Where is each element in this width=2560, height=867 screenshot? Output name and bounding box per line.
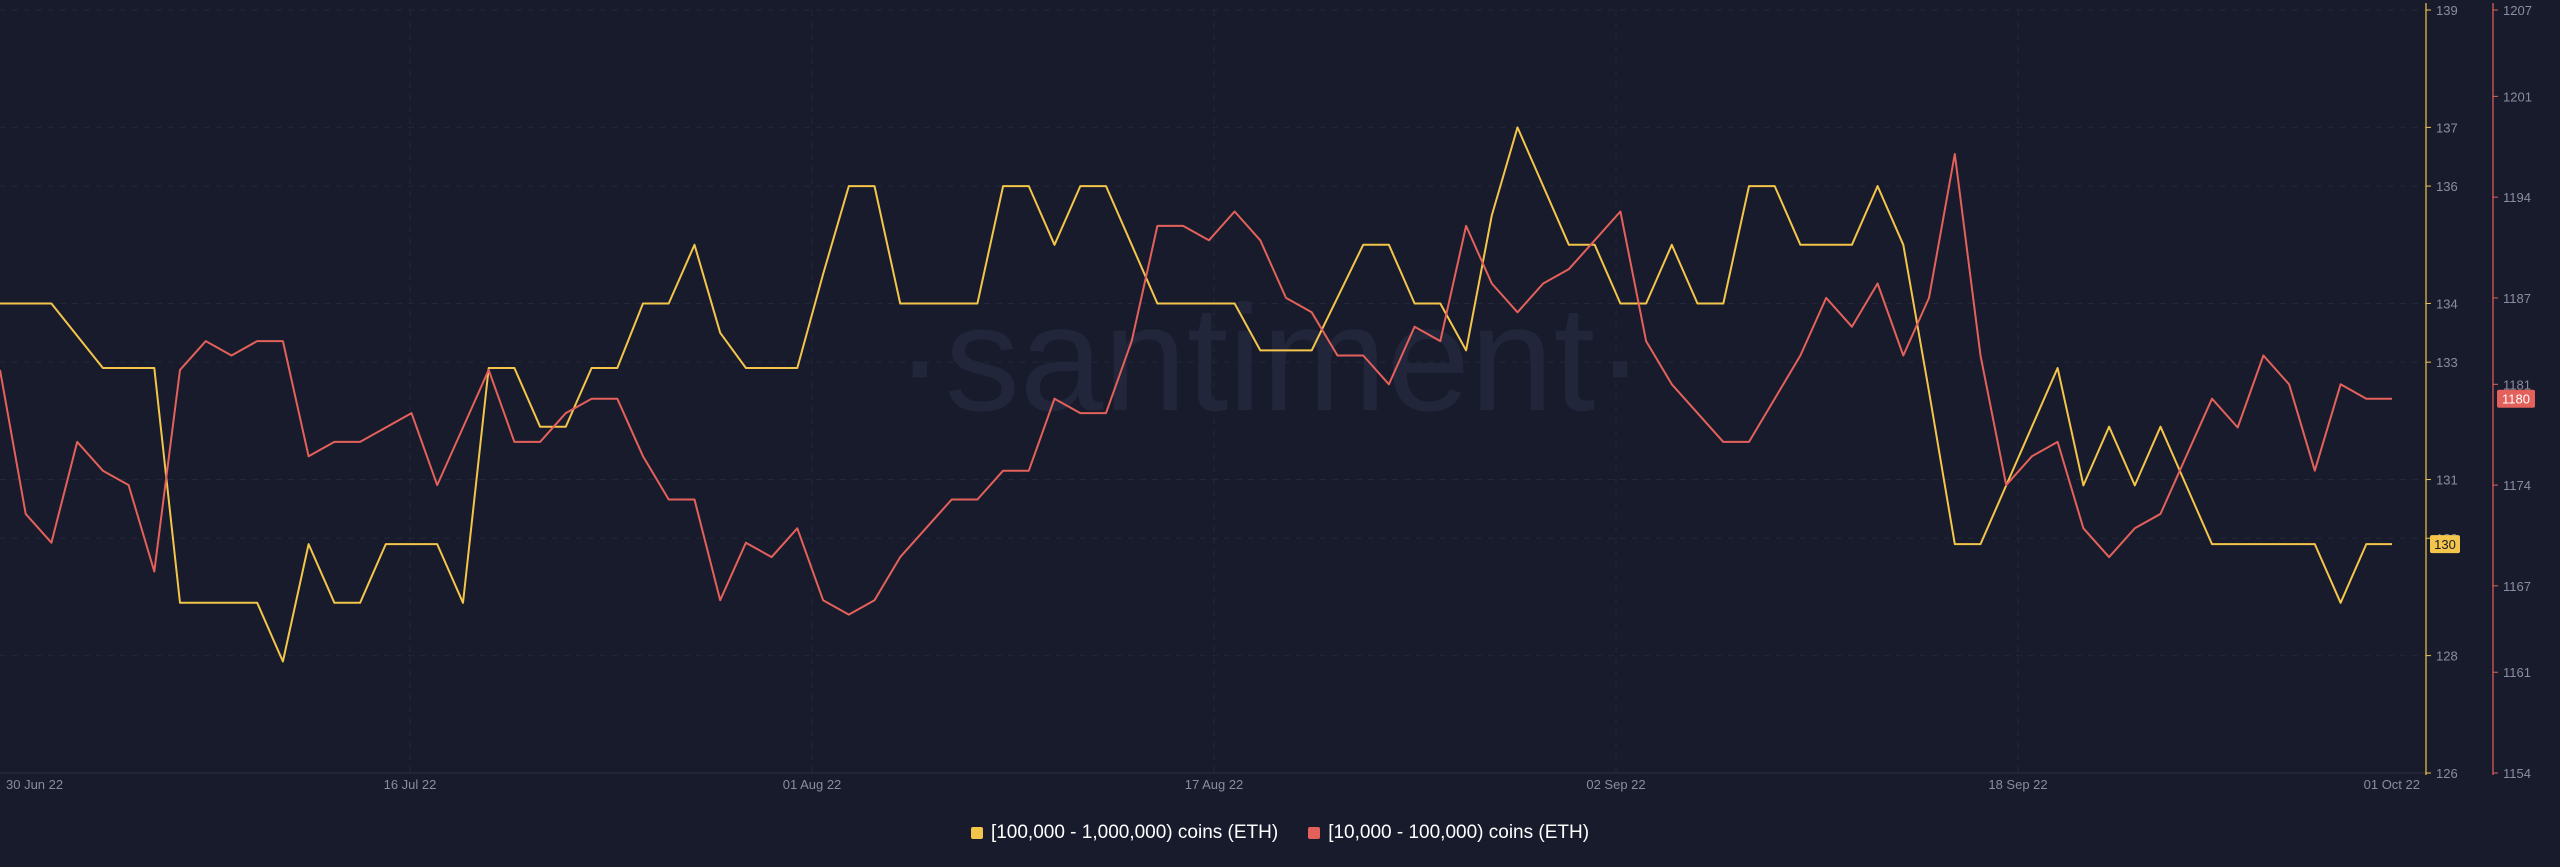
legend-item-large-holders[interactable]: [100,000 - 1,000,000) coins (ETH) <box>970 822 1279 844</box>
y-left-tick-label: 136 <box>2436 179 2458 194</box>
watermark: ·santiment· <box>895 274 1645 442</box>
y-right-tick-label: 1154 <box>2503 766 2531 781</box>
x-tick-label: 16 Jul 22 <box>384 777 437 792</box>
last-value-label: 1180 <box>2502 392 2530 407</box>
y-right-tick-label: 1187 <box>2503 291 2531 306</box>
y-left-tick-label: 139 <box>2436 3 2458 18</box>
axes: 30 Jun 22 16 Jul 22 01 Aug 22 17 Aug 22 02 S… <box>0 3 2535 792</box>
legend-swatch-yellow <box>970 827 983 839</box>
y-right-tick-label: 1181 <box>2503 377 2531 392</box>
y-right-tick-label: 1207 <box>2503 3 2532 18</box>
last-value-label: 130 <box>2434 537 2456 552</box>
y-left-tick-label: 126 <box>2436 766 2458 781</box>
y-right-tick-label: 1194 <box>2503 190 2531 205</box>
x-tick-label: 30 Jun 22 <box>6 777 63 792</box>
y-left-tick-label: 128 <box>2436 649 2458 664</box>
last-value-badge-right: 1180 <box>2497 389 2535 408</box>
x-tick-label: 01 Aug 22 <box>783 777 842 792</box>
legend-item-medium-holders[interactable]: [10,000 - 100,000) coins (ETH) <box>1308 822 1589 844</box>
x-tick-label: 18 Sep 22 <box>1988 777 2047 792</box>
series-line-medium-holders[interactable] <box>0 153 2392 616</box>
x-tick-label: 01 Oct 22 <box>2364 777 2420 792</box>
y-left-tick-label: 137 <box>2436 120 2458 135</box>
y-right-tick-label: 1174 <box>2503 478 2531 493</box>
legend: [100,000 - 1,000,000) coins (ETH) [10,00… <box>0 820 2560 846</box>
y-right-tick-label: 1161 <box>2503 665 2531 680</box>
last-value-badge-bg <box>2497 389 2535 408</box>
y-left-tick-label: 133 <box>2436 355 2458 370</box>
last-value-badge-bg <box>2430 535 2460 554</box>
y-left-tick-label: 131 <box>2436 473 2458 488</box>
y-left-tick-label: 134 <box>2436 296 2458 311</box>
y-right-tick-label: 1167 <box>2503 579 2531 594</box>
y-right-tick-label: 1201 <box>2503 89 2532 104</box>
legend-label: [10,000 - 100,000) coins (ETH) <box>1328 822 1590 843</box>
x-tick-label: 17 Aug 22 <box>1185 777 1244 792</box>
series-layer <box>0 126 2392 663</box>
series-line-large-holders[interactable] <box>0 126 2392 663</box>
legend-swatch-red <box>1308 827 1321 839</box>
legend-label: [100,000 - 1,000,000) coins (ETH) <box>990 822 1279 843</box>
x-tick-label: 02 Sep 22 <box>1586 777 1645 792</box>
grid-lines <box>0 9 2426 774</box>
last-value-badge-left: 130 <box>2430 535 2460 554</box>
